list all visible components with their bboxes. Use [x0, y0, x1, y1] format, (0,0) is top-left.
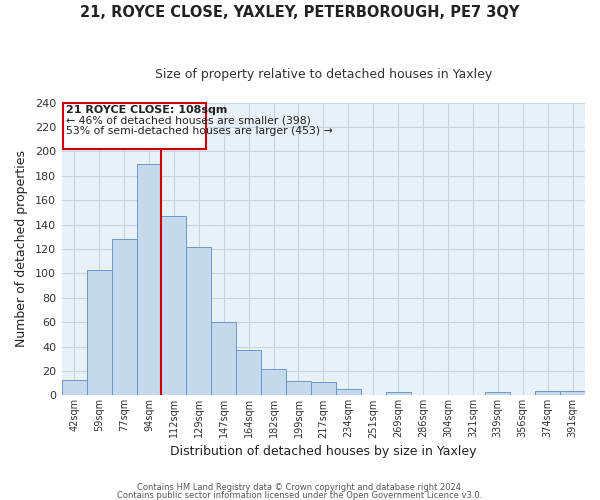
Bar — [211, 322, 236, 396]
Y-axis label: Number of detached properties: Number of detached properties — [15, 150, 28, 348]
Bar — [187, 246, 211, 396]
Bar — [161, 216, 187, 396]
Bar — [261, 368, 286, 396]
Bar — [236, 350, 261, 396]
Title: Size of property relative to detached houses in Yaxley: Size of property relative to detached ho… — [155, 68, 492, 80]
FancyBboxPatch shape — [63, 102, 206, 149]
Bar — [386, 392, 410, 396]
Bar — [137, 164, 161, 396]
Text: 21, ROYCE CLOSE, YAXLEY, PETERBOROUGH, PE7 3QY: 21, ROYCE CLOSE, YAXLEY, PETERBOROUGH, P… — [80, 5, 520, 20]
Bar — [311, 382, 336, 396]
Bar — [485, 392, 510, 396]
Bar — [336, 390, 361, 396]
Text: Contains HM Land Registry data © Crown copyright and database right 2024.: Contains HM Land Registry data © Crown c… — [137, 484, 463, 492]
Text: ← 46% of detached houses are smaller (398): ← 46% of detached houses are smaller (39… — [66, 116, 311, 126]
Bar — [286, 381, 311, 396]
Text: 53% of semi-detached houses are larger (453) →: 53% of semi-detached houses are larger (… — [66, 126, 333, 136]
Bar — [86, 270, 112, 396]
Bar — [560, 390, 585, 396]
X-axis label: Distribution of detached houses by size in Yaxley: Distribution of detached houses by size … — [170, 444, 476, 458]
Text: Contains public sector information licensed under the Open Government Licence v3: Contains public sector information licen… — [118, 490, 482, 500]
Text: 21 ROYCE CLOSE: 108sqm: 21 ROYCE CLOSE: 108sqm — [66, 105, 227, 115]
Bar — [535, 390, 560, 396]
Bar — [62, 380, 86, 396]
Bar — [112, 239, 137, 396]
